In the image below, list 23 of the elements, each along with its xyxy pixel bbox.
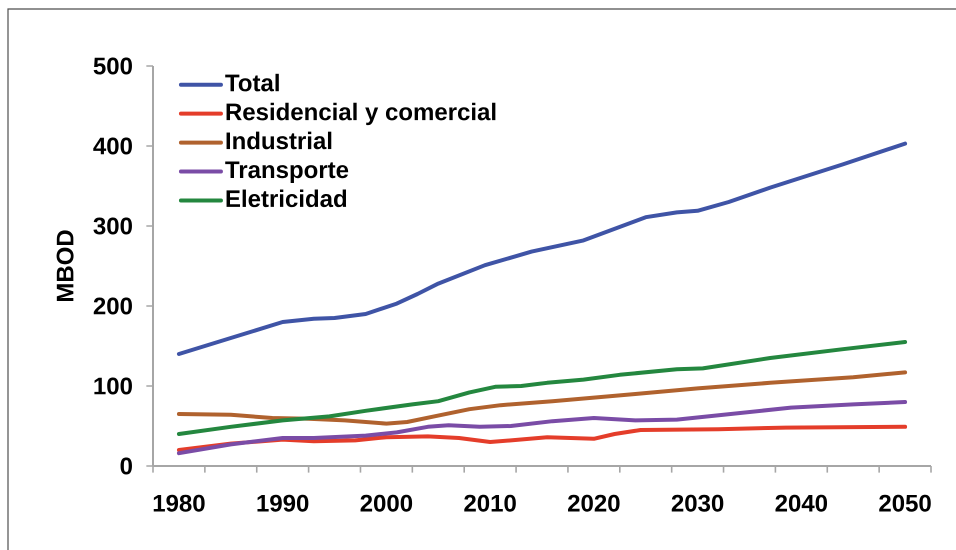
line-series	[176, 370, 908, 426]
x-tick-label: 2010	[464, 494, 516, 512]
x-tick-label: 1990	[257, 494, 308, 512]
legend-label: Eletricidad	[226, 190, 346, 208]
y-tick-label: 200	[94, 297, 132, 314]
y-tick-label: 300	[93, 217, 132, 235]
legend-label: Industrial	[226, 132, 332, 150]
x-tick-label: 2000	[360, 494, 412, 512]
x-tick-label: 2040	[775, 494, 828, 512]
x-tick-label: 2050	[879, 494, 931, 512]
y-tick-label: 400	[93, 137, 132, 154]
y-tick-label: 500	[94, 57, 132, 74]
legend-label: Total	[225, 74, 279, 92]
legend-label: Transporte	[225, 161, 348, 183]
x-tick-label: 1980	[154, 494, 205, 512]
legend-label: Residencial y comercial	[226, 102, 496, 126]
y-tick-label: 0	[120, 457, 132, 474]
x-tick-label: 2030	[672, 494, 724, 512]
line-series	[176, 400, 908, 456]
y-axis-title: MBOD	[56, 230, 74, 302]
line-series	[176, 340, 908, 436]
x-tick-label: 2020	[568, 494, 620, 512]
y-tick-label: 100	[94, 377, 132, 394]
